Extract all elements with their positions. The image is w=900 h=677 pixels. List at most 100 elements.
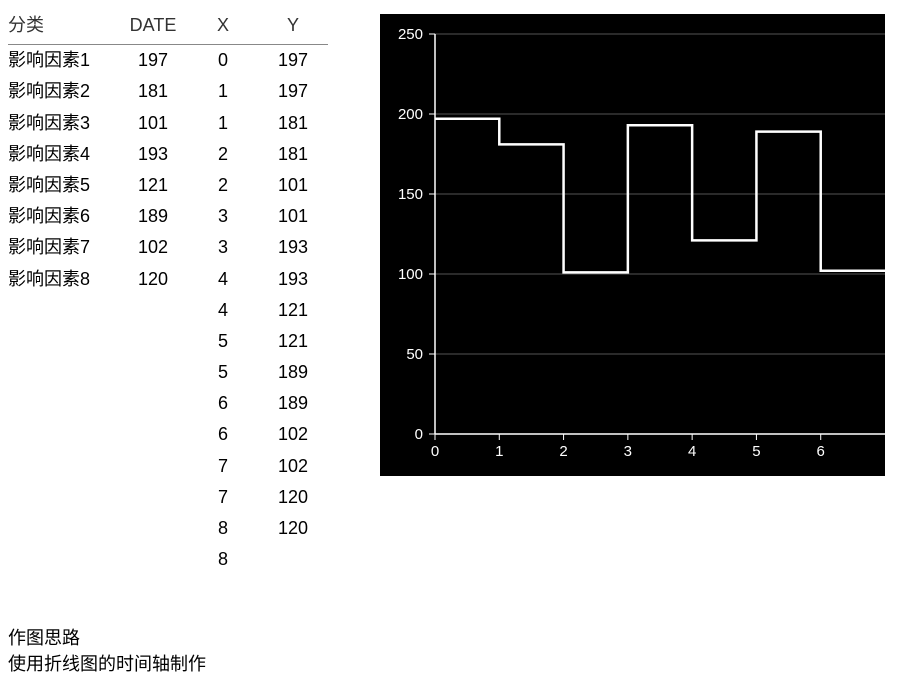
cell-x: 3 [188,201,258,232]
cell-cat [8,326,118,357]
cell-x: 7 [188,482,258,513]
table-row: 7102 [8,451,328,482]
header-x: X [188,10,258,45]
cell-y: 193 [258,232,328,263]
table-row: 7120 [8,482,328,513]
cell-x: 3 [188,232,258,263]
cell-date: 197 [118,45,188,77]
cell-cat [8,482,118,513]
ytick-label: 150 [398,186,423,203]
cell-date [118,388,188,419]
header-y: Y [258,10,328,45]
chart-svg: 0 50 100 150 200 250 0 1 2 3 4 5 6 [380,14,885,476]
cell-x: 5 [188,357,258,388]
cell-cat: 影响因素8 [8,264,118,295]
xtick-label: 0 [431,443,439,460]
cell-y: 181 [258,139,328,170]
xtick-label: 2 [559,443,567,460]
cell-date [118,513,188,544]
cell-cat: 影响因素1 [8,45,118,77]
cell-x: 0 [188,45,258,77]
table-row: 影响因素31011181 [8,108,328,139]
cell-y: 102 [258,451,328,482]
ytick-label: 200 [398,106,423,123]
table-row: 4121 [8,295,328,326]
cell-cat [8,544,118,575]
cell-y: 121 [258,326,328,357]
cell-date: 121 [118,170,188,201]
cell-y: 120 [258,513,328,544]
cell-y: 197 [258,76,328,107]
cell-cat [8,513,118,544]
cell-y: 189 [258,357,328,388]
ytick-label: 50 [406,346,423,363]
table-row: 影响因素71023193 [8,232,328,263]
xtick-label: 6 [817,443,825,460]
cell-x: 8 [188,544,258,575]
cell-cat [8,295,118,326]
footer-line1: 作图思路 [8,625,206,651]
cell-date [118,295,188,326]
table-row: 影响因素41932181 [8,139,328,170]
table-row: 影响因素51212101 [8,170,328,201]
cell-x: 1 [188,108,258,139]
xtick-label: 4 [688,443,696,460]
cell-date: 181 [118,76,188,107]
cell-y: 197 [258,45,328,77]
xtick-label: 3 [624,443,632,460]
cell-cat: 影响因素5 [8,170,118,201]
header-date: DATE [118,10,188,45]
step-chart: 0 50 100 150 200 250 0 1 2 3 4 5 6 [380,14,885,476]
cell-cat: 影响因素2 [8,76,118,107]
cell-cat: 影响因素3 [8,108,118,139]
cell-y: 102 [258,419,328,450]
ytick-label: 100 [398,266,423,283]
cell-cat: 影响因素4 [8,139,118,170]
cell-date [118,326,188,357]
ytick-label: 250 [398,26,423,43]
table-row: 影响因素61893101 [8,201,328,232]
cell-date: 102 [118,232,188,263]
cell-y: 189 [258,388,328,419]
cell-x: 7 [188,451,258,482]
table-row: 8120 [8,513,328,544]
table-header-row: 分类 DATE X Y [8,10,328,45]
cell-cat: 影响因素6 [8,201,118,232]
cell-date [118,482,188,513]
cell-x: 6 [188,388,258,419]
cell-x: 1 [188,76,258,107]
header-category: 分类 [8,10,118,45]
cell-y: 181 [258,108,328,139]
cell-y: 120 [258,482,328,513]
table-row: 影响因素81204193 [8,264,328,295]
xtick-label: 5 [752,443,760,460]
data-table: 分类 DATE X Y 影响因素11970197影响因素21811197影响因素… [8,10,328,575]
cell-date: 120 [118,264,188,295]
cell-x: 4 [188,264,258,295]
cell-x: 2 [188,170,258,201]
table-row: 8 [8,544,328,575]
cell-cat [8,451,118,482]
xtick-label: 1 [495,443,503,460]
table-row: 影响因素21811197 [8,76,328,107]
cell-y: 101 [258,201,328,232]
cell-cat: 影响因素7 [8,232,118,263]
step-line [435,119,885,273]
ytick-label: 0 [415,426,423,443]
cell-y: 101 [258,170,328,201]
table-row: 影响因素11970197 [8,45,328,77]
footer-notes: 作图思路 使用折线图的时间轴制作 [8,625,206,677]
table-row: 5189 [8,357,328,388]
footer-line2: 使用折线图的时间轴制作 [8,651,206,677]
data-table-area: 分类 DATE X Y 影响因素11970197影响因素21811197影响因素… [0,0,370,575]
cell-cat [8,357,118,388]
cell-date: 101 [118,108,188,139]
table-row: 5121 [8,326,328,357]
cell-x: 4 [188,295,258,326]
cell-date [118,451,188,482]
layout-container: 分类 DATE X Y 影响因素11970197影响因素21811197影响因素… [0,0,900,575]
cell-x: 2 [188,139,258,170]
cell-date [118,419,188,450]
cell-y [258,544,328,575]
table-row: 6189 [8,388,328,419]
